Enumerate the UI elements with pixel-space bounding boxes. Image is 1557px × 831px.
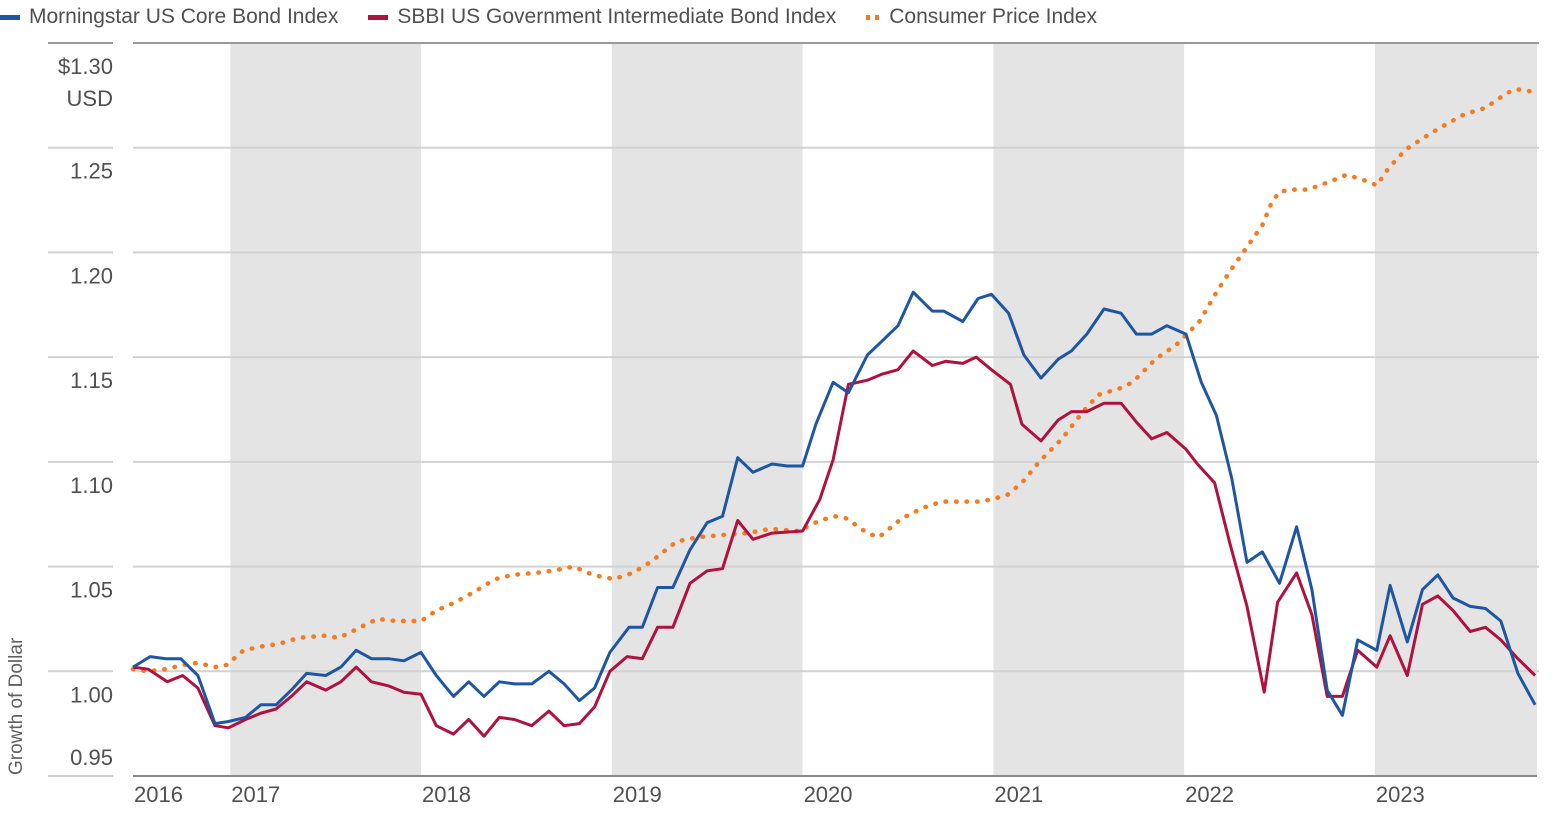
y-tick-label: 1.25 bbox=[70, 159, 113, 184]
x-tick-label: 2023 bbox=[1376, 782, 1425, 807]
x-tick-label: 2017 bbox=[231, 782, 280, 807]
x-tick-label: 2016 bbox=[134, 782, 183, 807]
chart-legend: Morningstar US Core Bond Index SBBI US G… bbox=[0, 2, 1127, 32]
x-tick-label: 2019 bbox=[613, 782, 662, 807]
x-tick-label: 2022 bbox=[1185, 782, 1234, 807]
legend-label-cpi: Consumer Price Index bbox=[889, 5, 1097, 28]
y-axis-ticks: $1.30 1.25 1.20 1.15 1.10 1.05 1.00 0.95 bbox=[58, 54, 113, 770]
y-axis-title: Growth of Dollar bbox=[6, 637, 27, 775]
y-tick-label: $1.30 bbox=[58, 54, 113, 79]
y-axis-unit-label: USD bbox=[67, 86, 113, 111]
y-tick-label: 1.05 bbox=[70, 578, 113, 603]
legend-item-sbbi[interactable]: SBBI US Government Intermediate Bond Ind… bbox=[368, 5, 836, 29]
legend-swatch-cpi bbox=[866, 14, 880, 20]
series-lines bbox=[130, 86, 1537, 738]
shaded-band bbox=[230, 43, 422, 776]
x-axis-ticks: 2016 2017 2018 2019 2020 2021 2022 2023 bbox=[134, 782, 1425, 807]
shaded-band bbox=[611, 43, 803, 776]
x-tick-label: 2020 bbox=[804, 782, 853, 807]
legend-item-cpi[interactable]: Consumer Price Index bbox=[866, 5, 1097, 29]
y-tick-label: 1.10 bbox=[70, 473, 113, 498]
y-tick-label: 0.95 bbox=[70, 745, 113, 770]
legend-item-core-bond[interactable]: Morningstar US Core Bond Index bbox=[0, 5, 338, 29]
x-tick-label: 2018 bbox=[422, 782, 471, 807]
legend-swatch-sbbi bbox=[368, 14, 389, 20]
series-line-sbbi bbox=[132, 349, 1537, 738]
x-tick-label: 2021 bbox=[994, 782, 1043, 807]
y-tick-label: 1.00 bbox=[70, 682, 113, 707]
series-line-cpi bbox=[130, 86, 1532, 674]
y-tick-label: 1.20 bbox=[70, 263, 113, 288]
shaded-year-bands bbox=[230, 43, 1537, 776]
legend-label-core-bond: Morningstar US Core Bond Index bbox=[29, 5, 339, 28]
series-line-core-bond bbox=[132, 290, 1537, 726]
legend-swatch-core-bond bbox=[0, 14, 20, 20]
y-tick-label: 1.15 bbox=[70, 368, 113, 393]
legend-label-sbbi: SBBI US Government Intermediate Bond Ind… bbox=[397, 5, 837, 28]
shaded-band bbox=[1374, 43, 1537, 776]
gridlines bbox=[48, 42, 1539, 777]
